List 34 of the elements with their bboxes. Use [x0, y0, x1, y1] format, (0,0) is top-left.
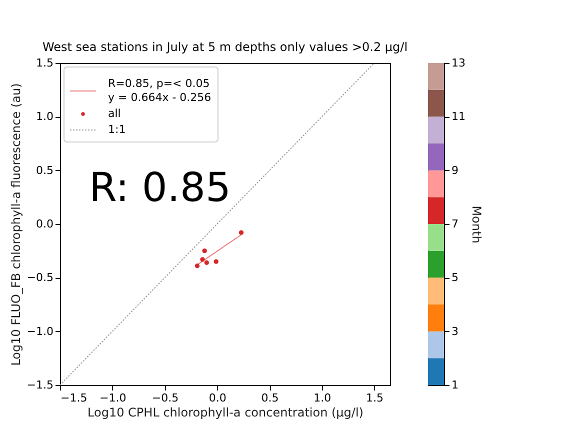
color-bar-label: 1	[452, 378, 458, 392]
color-bar-label: 9	[452, 164, 458, 177]
x-tick-label: 1.5	[366, 392, 384, 404]
point	[238, 230, 244, 235]
x-tick-label: 0.0	[208, 392, 226, 404]
annotation: R: 0.85	[89, 165, 231, 211]
color-bar-label: 11	[452, 110, 466, 124]
color-bar-label: 3	[452, 324, 458, 338]
color-bar-label: 5	[452, 271, 458, 284]
point	[202, 248, 207, 254]
color-bar-label: 13	[452, 56, 466, 70]
y-tick-label: −0.5	[26, 271, 54, 284]
x-axis-title: Log10 CPHL chlorophyll-a concentration (µg/l)	[88, 406, 364, 420]
y-tick-label: −1.5	[26, 378, 54, 392]
x-tick-label: −1.0	[100, 392, 126, 404]
y-tick-label: 0.5	[36, 164, 54, 177]
y-tick-label: 1.0	[36, 110, 54, 124]
x-tick-label: 0.5	[261, 392, 279, 404]
point	[214, 259, 218, 264]
color-bar-label: 7	[452, 218, 458, 230]
legend-label: all	[108, 107, 121, 120]
x-tick-label: −1.5	[60, 392, 88, 404]
x-tick-label: 1.0	[314, 392, 332, 404]
y-axis-title: Log10 FLUO_FB chlorophyll-a fluorescence (au)	[8, 83, 23, 366]
color-bar-title: Month	[469, 206, 484, 244]
point	[200, 257, 205, 262]
chart-title: West sea stations in July at 5 m depths only values >0.2 µg/l	[42, 40, 408, 54]
x-tick-label: −0.5	[152, 392, 179, 404]
y-tick-label: 0.0	[36, 218, 54, 230]
y-tick-label: 1.5	[36, 56, 54, 70]
legend-label: 1:1	[108, 123, 126, 136]
point	[194, 264, 200, 268]
y-tick-label: −1.0	[26, 324, 54, 338]
point	[204, 260, 210, 265]
